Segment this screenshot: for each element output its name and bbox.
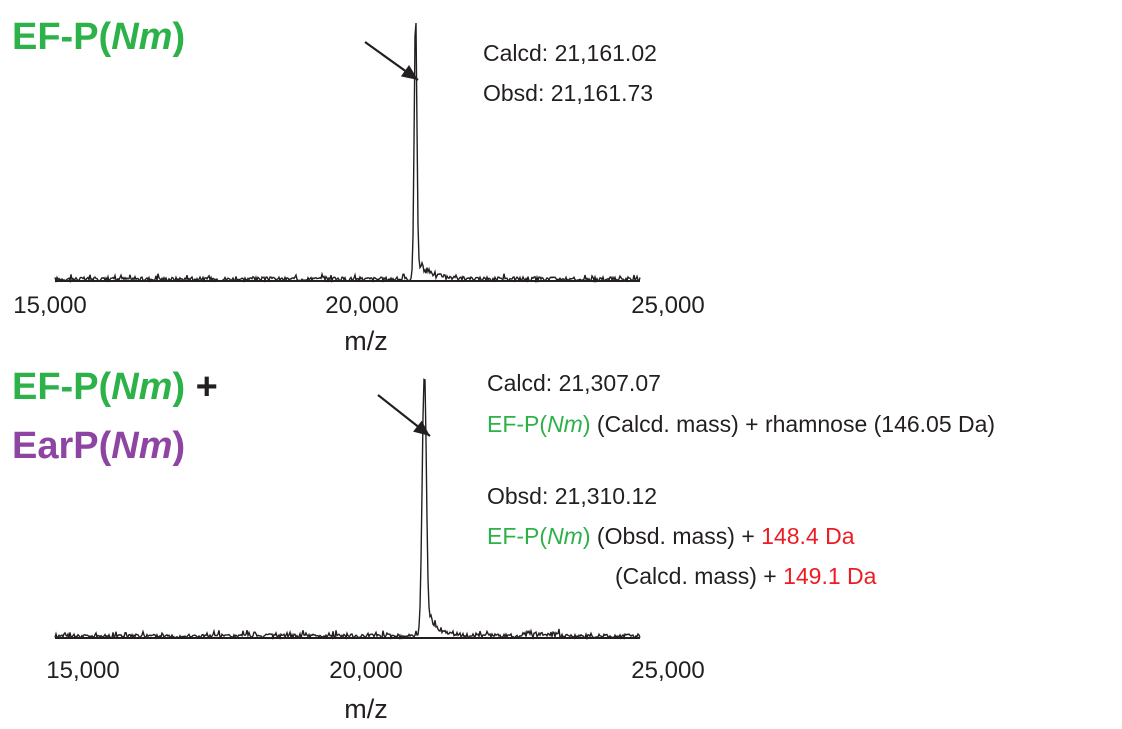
panel2-calc-line-prefix: EF-P( — [487, 411, 548, 437]
x-axis-label: m/z — [344, 694, 388, 724]
panel1-calcd: Calcd: 21,161.02 — [483, 40, 657, 66]
x-tick-label: 15,000 — [13, 292, 86, 319]
panel1-title-suffix: ) — [172, 16, 186, 58]
peak-arrow-head — [413, 420, 430, 436]
panel2-obs-line1-rest: (Obsd. mass) + — [590, 523, 762, 549]
x-tick-label: 15,000 — [46, 657, 119, 684]
panel2-title-line2: EarP(Nm) — [12, 427, 185, 465]
x-tick-label: 20,000 — [329, 657, 402, 684]
panel2-obs-line1: EF-P(Nm) (Obsd. mass) + 148.4 Da — [487, 525, 855, 548]
panel2-title-earp-suffix: ) — [172, 425, 186, 467]
panel1-obsd: Obsd: 21,161.73 — [483, 80, 654, 106]
panel1-title-italic: Nm — [111, 16, 173, 58]
panel2-obs-line1-prefix: EF-P( — [487, 523, 548, 549]
panel2-obs-line2: (Calcd. mass) + 149.1 Da — [615, 565, 876, 588]
panel1-title-prefix: EF-P( — [12, 16, 112, 58]
x-tick-label: 25,000 — [631, 292, 704, 319]
panel2-title-plus: + — [185, 366, 218, 408]
panel2-title-ef-prefix: EF-P( — [12, 366, 112, 408]
panel2-obs-line1-red: 148.4 Da — [761, 523, 855, 549]
spectrum-trace — [54, 22, 641, 284]
panel2-calc-line: EF-P(Nm) (Calcd. mass) + rhamnose (146.0… — [487, 413, 995, 436]
panel2-title-earp-prefix: EarP( — [12, 425, 112, 467]
spectrum-trace — [54, 378, 641, 641]
peak-arrow-head — [400, 64, 418, 80]
panel2-obs-line1-suffix: ) — [582, 523, 591, 549]
panel2-calcd: Calcd: 21,307.07 — [487, 370, 661, 396]
panel2-obs-line2-rest: (Calcd. mass) + — [615, 563, 784, 589]
x-tick-label: 20,000 — [325, 292, 398, 319]
panel2-title-line1: EF-P(Nm) + — [12, 368, 218, 406]
panel2-title-ef-italic: Nm — [111, 366, 173, 408]
x-axis-label: m/z — [344, 326, 388, 356]
panel2-title-earp-italic: Nm — [111, 425, 173, 467]
x-tick-label: 25,000 — [631, 657, 704, 684]
panel2-calc-line-suffix: ) — [582, 411, 591, 437]
panel2-obs-line1-italic: Nm — [547, 523, 583, 549]
panel2-calc-line-italic: Nm — [547, 411, 583, 437]
panel2-title-ef-suffix: ) — [172, 366, 186, 408]
panel2-obs-line2-red: 149.1 Da — [783, 563, 877, 589]
panel2-calc-line-rest: (Calcd. mass) + rhamnose (146.05 Da) — [590, 411, 996, 437]
panel2-obsd: Obsd: 21,310.12 — [487, 483, 658, 509]
panel1-title: EF-P(Nm) — [12, 18, 185, 56]
